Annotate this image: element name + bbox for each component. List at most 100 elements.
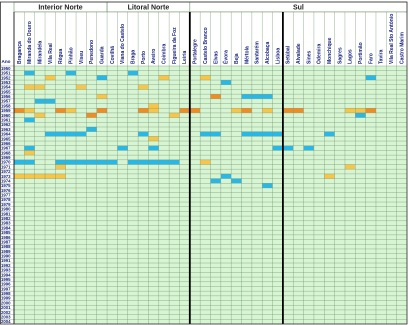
- column-header-cell: [169, 12, 180, 66]
- table-cell: [138, 155, 149, 160]
- table-cell: [375, 291, 387, 296]
- table-cell: [24, 202, 35, 207]
- table-cell: [396, 197, 407, 203]
- table-cell: [148, 136, 159, 142]
- table-cell: [241, 248, 252, 254]
- table-cell: [189, 108, 201, 113]
- table-cell: [34, 309, 46, 315]
- table-cell: [334, 126, 345, 132]
- table-cell: [96, 248, 108, 254]
- table-cell: [189, 216, 201, 221]
- table-cell: [14, 211, 25, 217]
- table-cell: [76, 178, 87, 184]
- table-cell: [24, 239, 35, 245]
- table-cell: [86, 112, 97, 118]
- table-cell: [45, 230, 56, 235]
- table-cell: [107, 234, 118, 240]
- table-cell: [117, 145, 128, 151]
- table-cell: [293, 300, 304, 306]
- table-cell: [55, 216, 66, 221]
- table-cell: [324, 84, 335, 90]
- table-cell: [45, 244, 56, 249]
- table-cell: [148, 131, 159, 137]
- table-cell: [200, 150, 211, 156]
- table-cell: [365, 314, 376, 320]
- table-cell: [282, 66, 294, 71]
- table-cell: [127, 122, 139, 127]
- table-cell: [251, 183, 263, 188]
- table-cell: [65, 244, 77, 249]
- table-cell: [396, 272, 407, 278]
- table-cell: [375, 112, 387, 118]
- table-cell: [396, 155, 407, 160]
- table-cell: [76, 122, 87, 127]
- table-cell: [179, 66, 190, 71]
- column-header-label: Évora: [222, 50, 230, 64]
- table-cell: [313, 211, 325, 217]
- table-cell: [189, 300, 201, 306]
- table-cell: [282, 239, 294, 245]
- table-cell: [169, 197, 180, 203]
- table-cell: [158, 291, 170, 296]
- table-cell: [324, 98, 335, 104]
- table-cell: [272, 281, 283, 287]
- table-cell: [334, 319, 345, 324]
- table-cell: [220, 230, 232, 235]
- table-cell: [293, 164, 304, 170]
- table-cell: [241, 277, 252, 282]
- table-cell: [65, 277, 77, 282]
- table-cell: [86, 272, 97, 278]
- table-cell: [324, 314, 335, 320]
- table-cell: [127, 155, 139, 160]
- table-cell: [107, 145, 118, 151]
- table-cell: [45, 225, 56, 231]
- table-cell: [169, 136, 180, 142]
- table-cell: [365, 267, 376, 273]
- table-cell: [169, 173, 180, 179]
- table-cell: [45, 84, 56, 90]
- table-cell: [303, 267, 314, 273]
- table-cell: [262, 75, 273, 81]
- table-cell: [293, 244, 304, 249]
- table-cell: [324, 178, 335, 184]
- table-cell: [34, 286, 46, 292]
- table-cell: [96, 117, 108, 123]
- table-cell: [386, 122, 397, 127]
- table-cell: [303, 225, 314, 231]
- table-cell: [34, 291, 46, 296]
- table-cell: [138, 239, 149, 245]
- table-cell: [396, 145, 407, 151]
- table-cell: [76, 70, 87, 76]
- table-cell: [158, 136, 170, 142]
- table-cell: [169, 319, 180, 324]
- table-cell: [138, 319, 149, 324]
- column-header-cell: [117, 12, 128, 66]
- table-cell: [45, 220, 56, 226]
- table-cell: [86, 314, 97, 320]
- table-cell: [293, 192, 304, 198]
- table-cell: [293, 267, 304, 273]
- table-cell: [200, 84, 211, 90]
- table-cell: [189, 117, 201, 123]
- table-cell: [262, 80, 273, 85]
- table-cell: [24, 272, 35, 278]
- year-label: 1970: [1, 160, 11, 165]
- table-cell: [313, 202, 325, 207]
- table-cell: [334, 108, 345, 113]
- table-cell: [324, 150, 335, 156]
- table-cell: [14, 277, 25, 282]
- column-header-label: Monchique: [327, 37, 333, 64]
- table-cell: [127, 202, 139, 207]
- table-cell: [55, 230, 66, 235]
- table-cell: [179, 75, 190, 81]
- table-cell: [189, 220, 201, 226]
- table-cell: [189, 173, 201, 179]
- table-cell: [24, 164, 35, 170]
- table-cell: [45, 70, 56, 76]
- table-cell: [107, 263, 118, 268]
- table-cell: [365, 239, 376, 245]
- table-cell: [324, 211, 335, 217]
- table-cell: [396, 75, 407, 81]
- table-cell: [282, 314, 294, 320]
- table-cell: [107, 136, 118, 142]
